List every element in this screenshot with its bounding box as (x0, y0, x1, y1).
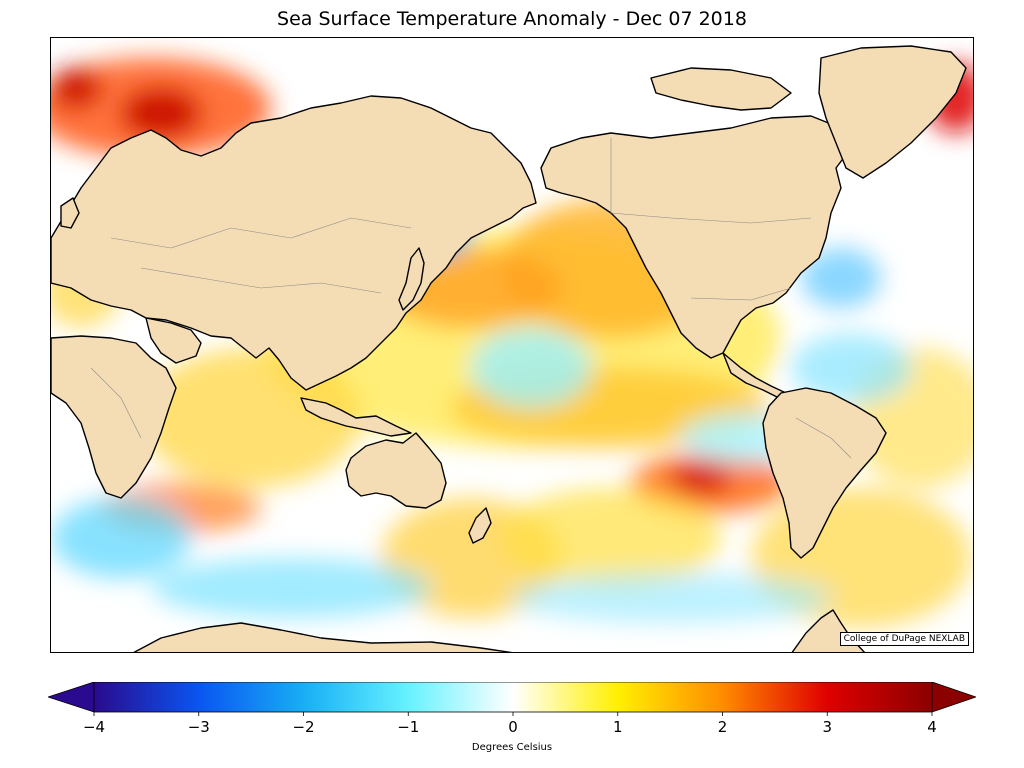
colorbar-body (93, 682, 933, 713)
arabian-peninsula (145, 317, 202, 364)
colorbar-tick-label: −2 (292, 718, 315, 736)
map-canvas (51, 45, 973, 652)
japan-islands (398, 247, 425, 311)
indonesia-islands (300, 397, 412, 437)
antarctica-coast (133, 622, 513, 652)
colorbar-tick-label: −4 (82, 718, 106, 736)
south-america-landmass (762, 387, 887, 559)
greenland-landmass (818, 45, 967, 179)
colorbar-low-extension (48, 682, 95, 713)
map-title: Sea Surface Temperature Anomaly - Dec 07… (277, 8, 747, 30)
colorbar-tick-label: 1 (612, 718, 623, 736)
colorbar-high-extension (931, 682, 976, 713)
colorbar-tick-label: 2 (717, 718, 728, 736)
eurasia-landmass (51, 95, 537, 391)
colorbar-tick-label: −1 (397, 718, 420, 736)
sst-anomaly-map: College of DuPage NEXLAB (50, 37, 974, 653)
british-isles (60, 197, 80, 229)
colorbar (48, 682, 976, 716)
australia-landmass (345, 432, 447, 509)
anomaly-field (51, 58, 973, 628)
colorbar-tick-label: 4 (927, 718, 937, 736)
colorbar-tick-label: 3 (822, 718, 833, 736)
land-masses (51, 45, 967, 652)
arctic-islands (650, 67, 792, 111)
colorbar-tick-label: 0 (508, 718, 518, 736)
new-zealand (468, 507, 492, 544)
africa-landmass (51, 335, 177, 499)
colorbar-tick-label: −3 (187, 718, 210, 736)
data-credit: College of DuPage NEXLAB (839, 632, 969, 646)
colorbar-label: Degrees Celsius (471, 742, 553, 753)
colorbar-ticks (93, 712, 933, 716)
political-borders (90, 138, 852, 459)
